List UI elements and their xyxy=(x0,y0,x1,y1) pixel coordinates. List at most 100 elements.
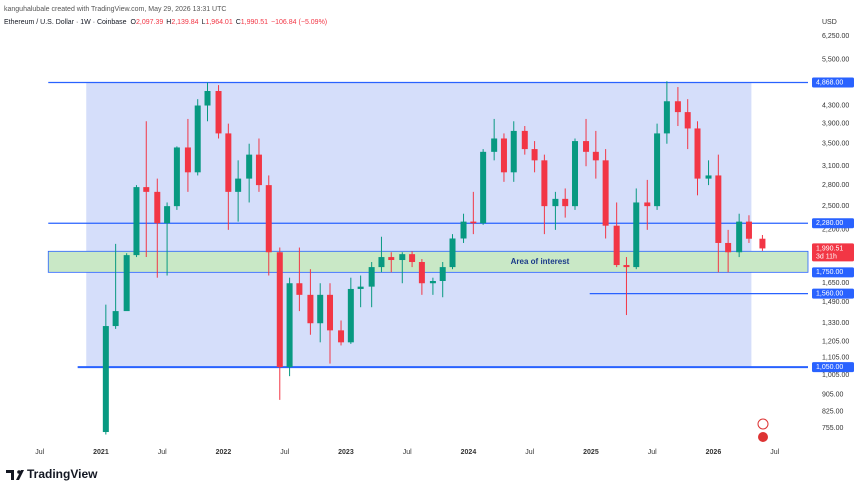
y-tick-label: 905.00 xyxy=(822,392,844,399)
candle-body xyxy=(644,202,651,207)
y-tick-label: 1,005.00 xyxy=(822,372,849,379)
y-tick-label: 5,500.00 xyxy=(822,57,849,64)
flag-icon[interactable] xyxy=(758,432,768,442)
candle-body xyxy=(715,175,722,243)
candle-body xyxy=(460,221,467,239)
countdown: 3d 11h xyxy=(816,253,837,260)
level-tag xyxy=(812,362,854,373)
candle-body xyxy=(470,221,477,224)
candle-body xyxy=(654,133,661,207)
candle-body xyxy=(613,225,620,266)
candle-body xyxy=(388,257,395,261)
y-tick-label: 1,205.00 xyxy=(822,338,849,345)
candle-body xyxy=(759,238,766,249)
candle-body xyxy=(399,254,406,261)
y-tick-label: 825.00 xyxy=(822,409,844,416)
credit: kanguhalubale created with TradingView.c… xyxy=(4,6,226,13)
ohlc-key: H xyxy=(166,19,171,26)
candle-body xyxy=(429,281,436,284)
candle-body xyxy=(194,105,201,173)
ohlc-value: 2,139.84 xyxy=(171,19,198,26)
candle-body xyxy=(307,294,314,324)
candle-body xyxy=(521,130,528,150)
x-tick-label: 2022 xyxy=(216,449,232,456)
candle-body xyxy=(541,160,548,207)
y-tick-label: 2,200.00 xyxy=(822,227,849,234)
candle-body xyxy=(102,326,109,433)
logo: TradingView xyxy=(6,467,98,481)
candle-body xyxy=(439,267,446,282)
candle-body xyxy=(725,242,732,253)
level-tag xyxy=(812,218,854,229)
x-tick-label: Jul xyxy=(35,449,44,456)
ohlc-key: O xyxy=(131,19,137,26)
y-tick-label: 2,500.00 xyxy=(822,203,849,210)
candle-body xyxy=(480,151,487,224)
candle-body xyxy=(327,294,334,331)
ohlc-value: 1,990.51 xyxy=(241,19,268,26)
candle-body xyxy=(317,294,324,324)
x-tick-label: 2024 xyxy=(461,449,477,456)
y-tick-label: 1,330.00 xyxy=(822,320,849,327)
y-tick-label: 1,490.00 xyxy=(822,299,849,306)
candle-body xyxy=(184,147,191,173)
level-tag xyxy=(812,288,854,299)
plot-layer: Area of interest Jul 2021 Jul 2022 Jul 2023 Jul… xyxy=(35,33,854,456)
ohlc-key: L xyxy=(202,19,206,26)
last-price-tag xyxy=(812,243,854,262)
candle-body xyxy=(745,221,752,239)
candle-body xyxy=(368,267,375,287)
candle-body xyxy=(572,141,579,207)
candle-body xyxy=(235,178,242,192)
candle-body xyxy=(552,198,559,207)
candle-body xyxy=(705,175,712,179)
candle-body xyxy=(491,138,498,152)
ohlc-value: 2,097.39 xyxy=(136,19,163,26)
candle-body xyxy=(409,254,416,263)
candle-body xyxy=(633,202,640,268)
candle-body xyxy=(204,90,211,106)
candle-body xyxy=(246,154,253,179)
level-tag xyxy=(812,77,854,88)
x-tick-label: 2023 xyxy=(338,449,354,456)
candle-body xyxy=(112,311,119,327)
candle-body xyxy=(286,283,293,368)
candle-body xyxy=(276,252,283,368)
zone xyxy=(47,250,809,273)
range-box xyxy=(86,82,752,368)
x-tick-label: Jul xyxy=(403,449,412,456)
candle-body xyxy=(684,112,691,129)
y-tick-label: 6,250.00 xyxy=(822,33,849,40)
candle-body xyxy=(623,265,630,268)
candle-body xyxy=(663,101,670,134)
y-tick-label: 1,105.00 xyxy=(822,354,849,361)
candle-body xyxy=(347,288,354,343)
alert-icon[interactable] xyxy=(757,418,769,430)
change-pct: (−5.09%) xyxy=(299,19,328,26)
y-tick-label: 3,500.00 xyxy=(822,141,849,148)
candle-body xyxy=(154,191,161,224)
level-tag-label: 4,868.00 xyxy=(816,79,843,86)
x-tick-label: Jul xyxy=(770,449,779,456)
symbol: Ethereum / U.S. Dollar · 1W · Coinbase xyxy=(4,19,127,26)
logo-mark xyxy=(6,470,24,480)
ohlc-value: 1,964.01 xyxy=(205,19,232,26)
y-tick-label: 1,650.00 xyxy=(822,280,849,287)
x-tick-label: Jul xyxy=(648,449,657,456)
candle-body xyxy=(255,154,262,186)
level-tag-label: 2,280.00 xyxy=(816,220,843,227)
level-tag-label: 1,050.00 xyxy=(816,364,843,371)
candle-body xyxy=(215,90,222,134)
logo-dot xyxy=(17,470,21,474)
x-tick-label: 2026 xyxy=(706,449,722,456)
candle-body xyxy=(378,257,385,268)
candle-body xyxy=(123,255,130,312)
candle-body xyxy=(133,187,140,256)
last-price-label: 1,990.51 xyxy=(816,245,843,252)
level-tag-label: 1,560.00 xyxy=(816,290,843,297)
candle-body xyxy=(357,286,364,289)
candle-body xyxy=(674,101,681,113)
x-tick-label: Jul xyxy=(158,449,167,456)
